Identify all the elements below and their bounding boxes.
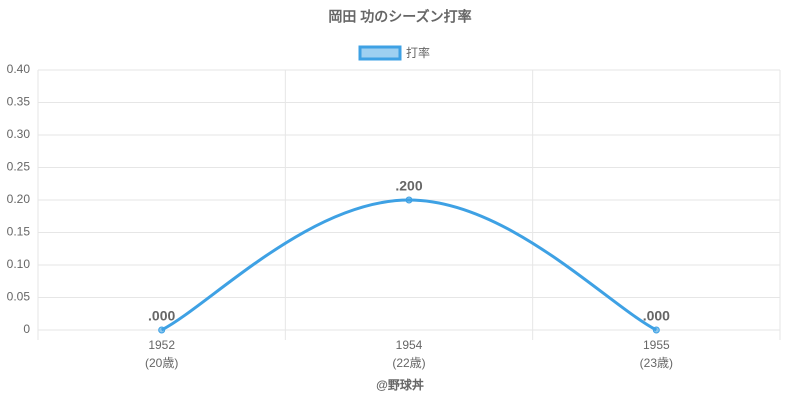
x-tick-sublabel: (23歳) — [640, 356, 673, 370]
y-tick-label: 0.05 — [7, 290, 31, 304]
x-tick-label: 1955 — [643, 338, 670, 352]
y-tick-label: 0.40 — [7, 62, 31, 76]
point — [652, 326, 660, 334]
x-axis-title: @野球丼 — [376, 377, 424, 392]
x-tick-sublabel: (20歳) — [145, 356, 178, 370]
legend-label: 打率 — [406, 45, 430, 60]
y-tick-label: 0.25 — [7, 160, 31, 174]
y-tick-label: 0.35 — [7, 95, 31, 109]
x-tick-label: 1952 — [148, 338, 175, 352]
legend-swatch — [358, 45, 402, 61]
point — [405, 196, 413, 204]
value-label: .000 — [643, 308, 670, 324]
x-tick-sublabel: (22歳) — [392, 356, 425, 370]
x-tick-label: 1954 — [396, 338, 423, 352]
y-tick-label: 0.15 — [7, 225, 31, 239]
y-tick-label: 0.30 — [7, 127, 31, 141]
value-label: .000 — [148, 308, 175, 324]
y-tick-label: 0 — [23, 322, 30, 336]
chart-title: 岡田 功のシーズン打率 — [328, 9, 471, 25]
y-tick-label: 0.20 — [7, 192, 31, 206]
value-label: .200 — [395, 178, 422, 194]
point — [158, 326, 166, 334]
y-tick-label: 0.10 — [7, 257, 31, 271]
